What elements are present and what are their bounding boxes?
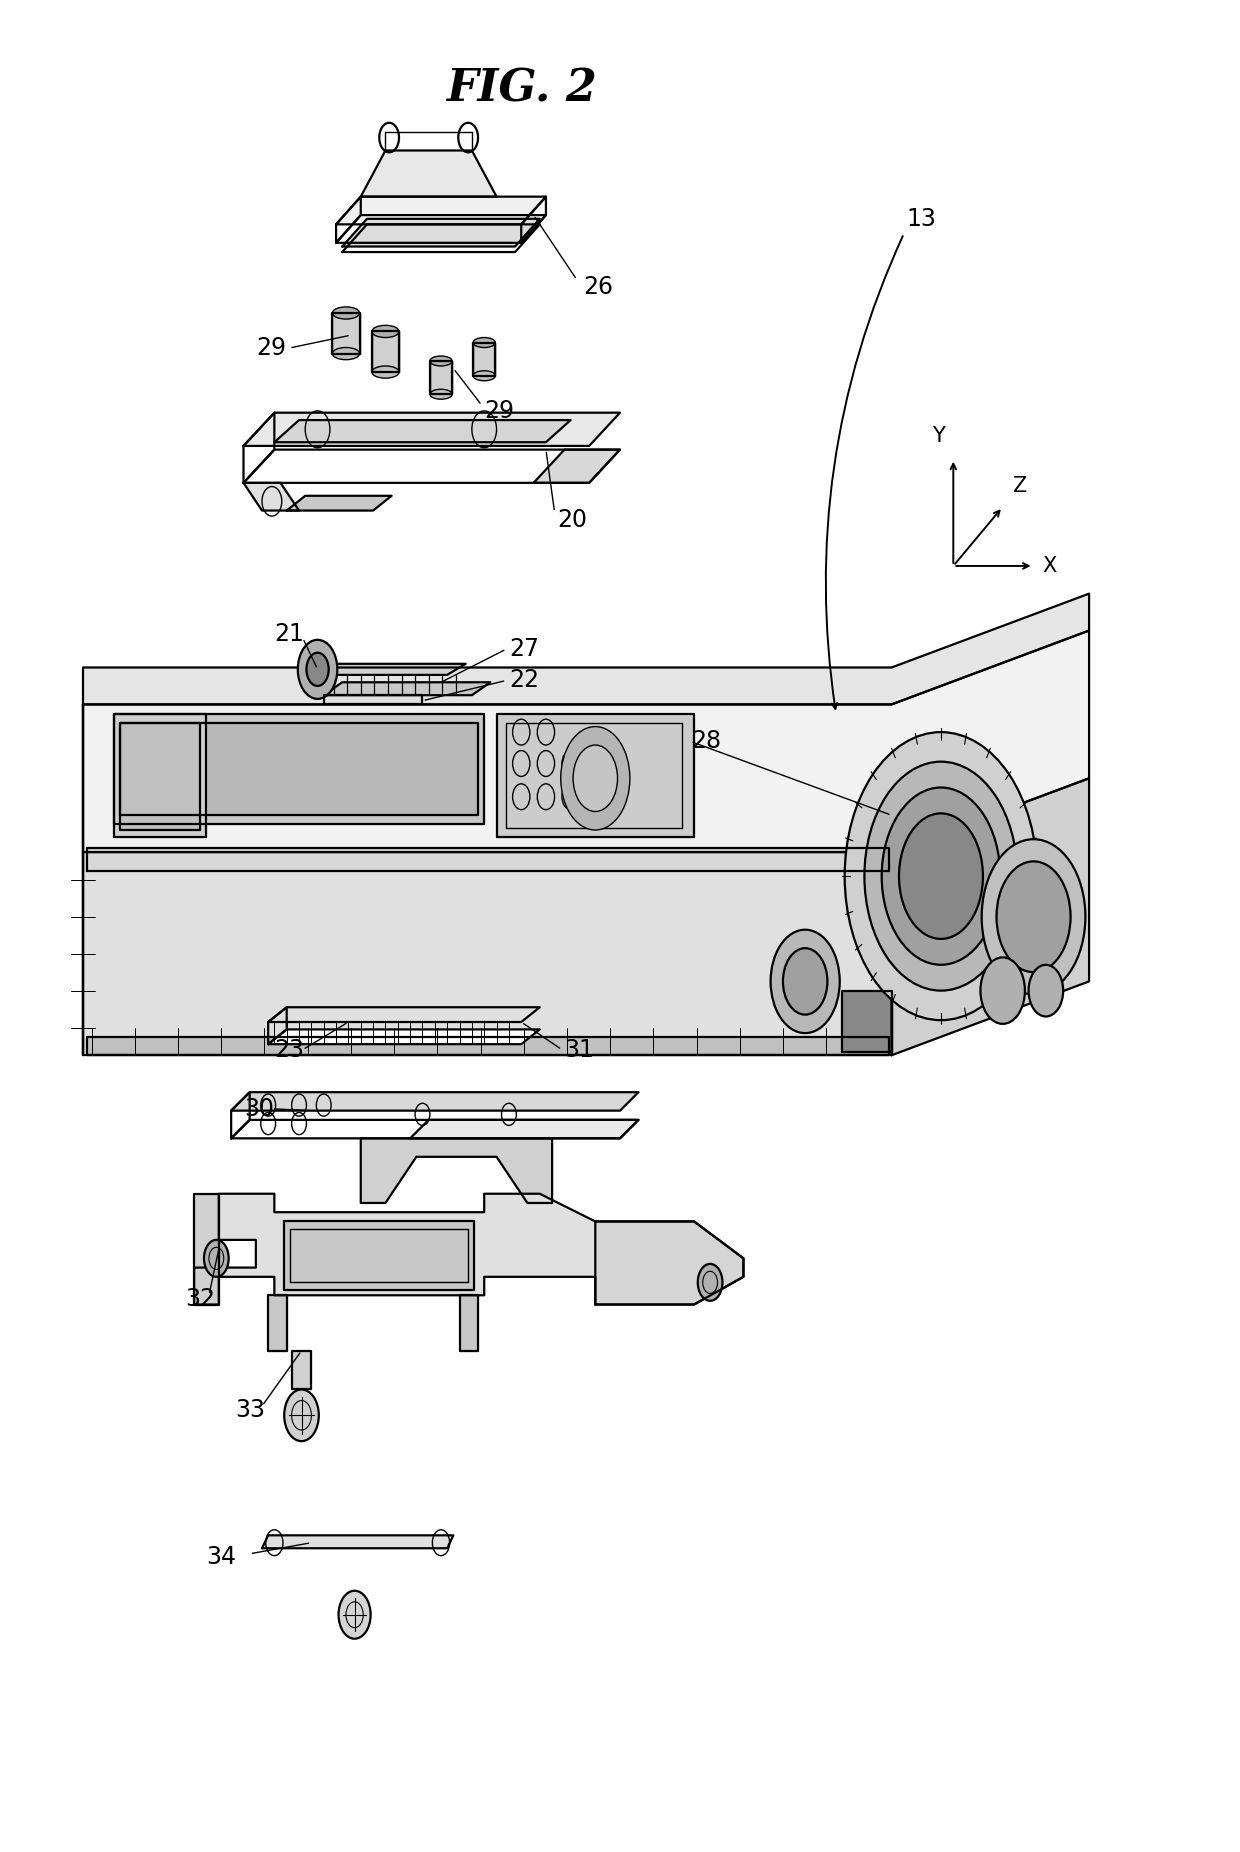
Circle shape — [864, 761, 1018, 991]
Polygon shape — [231, 1093, 639, 1111]
Ellipse shape — [372, 326, 399, 337]
Text: 20: 20 — [557, 507, 587, 532]
Circle shape — [560, 726, 630, 830]
Ellipse shape — [474, 370, 495, 382]
Polygon shape — [291, 1350, 311, 1389]
Text: 27: 27 — [508, 637, 539, 661]
Polygon shape — [342, 219, 539, 246]
Polygon shape — [195, 1195, 218, 1304]
Circle shape — [981, 957, 1025, 1024]
Polygon shape — [336, 215, 546, 243]
Polygon shape — [410, 1120, 639, 1139]
Polygon shape — [243, 413, 620, 446]
Circle shape — [899, 813, 983, 939]
Polygon shape — [284, 1222, 475, 1289]
Ellipse shape — [474, 337, 495, 348]
Polygon shape — [195, 1195, 744, 1304]
Polygon shape — [83, 594, 1089, 704]
Polygon shape — [324, 682, 490, 694]
Circle shape — [982, 839, 1085, 995]
Text: 13: 13 — [906, 207, 936, 232]
Text: 21: 21 — [274, 622, 304, 646]
Text: 29: 29 — [484, 398, 515, 422]
Polygon shape — [83, 630, 1089, 852]
Polygon shape — [274, 420, 570, 443]
Polygon shape — [324, 694, 423, 704]
Polygon shape — [496, 713, 694, 837]
Ellipse shape — [430, 356, 453, 367]
Circle shape — [770, 930, 839, 1033]
Circle shape — [997, 861, 1070, 972]
Text: 28: 28 — [692, 730, 722, 754]
Polygon shape — [120, 722, 479, 815]
Polygon shape — [474, 343, 495, 376]
Text: 29: 29 — [255, 335, 286, 359]
Text: 33: 33 — [234, 1398, 265, 1422]
Polygon shape — [268, 1295, 286, 1350]
Circle shape — [698, 1263, 723, 1300]
Ellipse shape — [332, 307, 360, 319]
Polygon shape — [533, 450, 620, 483]
Polygon shape — [83, 852, 892, 1056]
Text: 34: 34 — [207, 1545, 237, 1569]
Polygon shape — [268, 1007, 539, 1022]
Text: 22: 22 — [508, 669, 539, 693]
Circle shape — [844, 732, 1037, 1020]
Ellipse shape — [372, 367, 399, 378]
Circle shape — [782, 948, 827, 1015]
Polygon shape — [231, 1120, 639, 1139]
Ellipse shape — [430, 389, 453, 400]
Text: 32: 32 — [186, 1287, 216, 1311]
Polygon shape — [336, 196, 546, 224]
Circle shape — [298, 639, 337, 698]
Polygon shape — [120, 722, 201, 830]
Polygon shape — [243, 450, 620, 483]
Polygon shape — [372, 332, 399, 372]
Polygon shape — [262, 1535, 454, 1548]
Circle shape — [205, 1239, 228, 1276]
Text: 23: 23 — [274, 1037, 304, 1061]
Circle shape — [1029, 965, 1063, 1017]
Polygon shape — [332, 313, 360, 354]
Polygon shape — [243, 483, 299, 511]
Polygon shape — [299, 663, 466, 674]
Text: 31: 31 — [564, 1037, 594, 1061]
Polygon shape — [430, 361, 453, 394]
Text: X: X — [1042, 556, 1056, 576]
Polygon shape — [361, 150, 496, 196]
Polygon shape — [268, 1030, 539, 1045]
Text: 26: 26 — [583, 276, 613, 300]
Text: FIG. 2: FIG. 2 — [446, 67, 596, 111]
Polygon shape — [114, 713, 207, 837]
Polygon shape — [87, 1037, 889, 1056]
Circle shape — [284, 1389, 319, 1441]
Polygon shape — [286, 496, 392, 511]
Text: 30: 30 — [244, 1096, 275, 1120]
Polygon shape — [87, 848, 889, 870]
Polygon shape — [892, 778, 1089, 1056]
Circle shape — [306, 652, 329, 685]
Circle shape — [882, 787, 1001, 965]
Text: Z: Z — [1013, 476, 1027, 496]
Text: Y: Y — [932, 426, 945, 446]
Circle shape — [573, 745, 618, 811]
Polygon shape — [361, 1139, 552, 1204]
Ellipse shape — [332, 348, 360, 359]
Polygon shape — [460, 1295, 479, 1350]
Polygon shape — [114, 713, 484, 824]
Polygon shape — [595, 1222, 744, 1304]
Circle shape — [339, 1591, 371, 1639]
Polygon shape — [842, 991, 892, 1052]
